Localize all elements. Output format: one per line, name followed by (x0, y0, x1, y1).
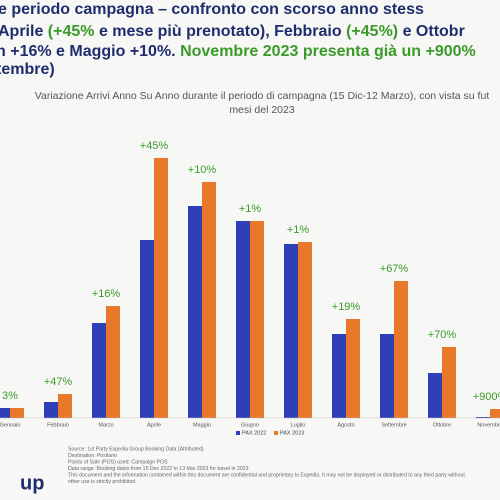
x-tick-label: Maggio (193, 422, 211, 428)
footnote: Destination: Positano (68, 453, 117, 459)
change-label: +45% (140, 140, 169, 152)
bar (106, 306, 120, 418)
header-line: tembre) (0, 61, 55, 78)
header-segment: (+45% (48, 23, 95, 40)
bar (0, 408, 10, 418)
legend-swatch (274, 431, 278, 435)
change-label: +1% (239, 203, 262, 215)
legend-label: PAX 2023 (280, 430, 304, 436)
header-segment: e mese più prenotato), Febbraio (95, 23, 347, 40)
change-label: +16% (92, 288, 121, 300)
change-label: 3% (2, 390, 18, 402)
x-tick-label: Luglio (291, 422, 306, 428)
header-segment: (+45%) (346, 23, 398, 40)
change-label: +70% (428, 329, 457, 341)
change-label: +47% (44, 376, 73, 388)
bar (346, 319, 360, 418)
footnote: Source: 1st Party Expedia Group Booking … (68, 446, 204, 452)
header-line: Aprile (+45% e mese più prenotato), Febb… (0, 23, 465, 40)
bar (10, 408, 24, 418)
legend-swatch (236, 431, 240, 435)
change-label: +900% (473, 391, 500, 403)
bar (188, 206, 202, 418)
x-tick-label: Settembre (381, 422, 406, 428)
footnote: Points of Sale (POS) used: Campaign POS (68, 459, 168, 465)
bar (490, 409, 500, 418)
chart-title: mesi del 2023 (229, 104, 295, 116)
header-segment: tembre) (0, 61, 55, 78)
bar (284, 244, 298, 418)
bar (236, 221, 250, 418)
x-tick-label: Febbraio (47, 422, 69, 428)
header-line: e periodo campagna – confronto con scors… (0, 1, 424, 18)
x-tick-label: Ottobre (433, 422, 451, 428)
x-tick-label: Giugno (241, 422, 259, 428)
header-segment: Novembre 2023 presenta già un +900% (180, 43, 476, 60)
footnote: Data range: Booking dates from 15 Dec 20… (68, 466, 249, 472)
x-tick-label: Gennaio (0, 422, 20, 428)
change-label: +19% (332, 301, 361, 313)
footnote: This document and the information contai… (68, 472, 465, 478)
x-tick-label: Novembre (477, 422, 500, 428)
bar (154, 158, 168, 418)
header-segment: n +16% e Maggio +10%. (0, 43, 180, 60)
x-tick-label: Marzo (98, 422, 113, 428)
header-segment: Aprile (0, 23, 48, 40)
bar (428, 373, 442, 418)
header-segment: e Ottobr (398, 23, 465, 40)
chart-title: Variazione Arrivi Anno Su Anno durante i… (35, 90, 490, 102)
change-label: +1% (287, 224, 310, 236)
bar (380, 334, 394, 418)
header-line: n +16% e Maggio +10%. Novembre 2023 pres… (0, 43, 476, 60)
change-label: +10% (188, 164, 217, 176)
bar (92, 323, 106, 418)
bar (202, 182, 216, 418)
bar (58, 394, 72, 418)
bar (394, 281, 408, 418)
bar (298, 242, 312, 418)
x-tick-label: Aprile (147, 422, 161, 428)
bar (476, 417, 490, 418)
footnote: other use is strictly prohibited. (68, 479, 137, 485)
bar (44, 402, 58, 418)
header-segment: e periodo campagna – confronto con scors… (0, 1, 424, 18)
x-tick-label: Agosto (337, 422, 354, 428)
legend-label: PAX 2022 (242, 430, 266, 436)
bar (140, 240, 154, 418)
logo: up (20, 472, 44, 494)
change-label: +67% (380, 263, 409, 275)
bar (250, 221, 264, 418)
bar (332, 334, 346, 418)
bar (442, 347, 456, 418)
